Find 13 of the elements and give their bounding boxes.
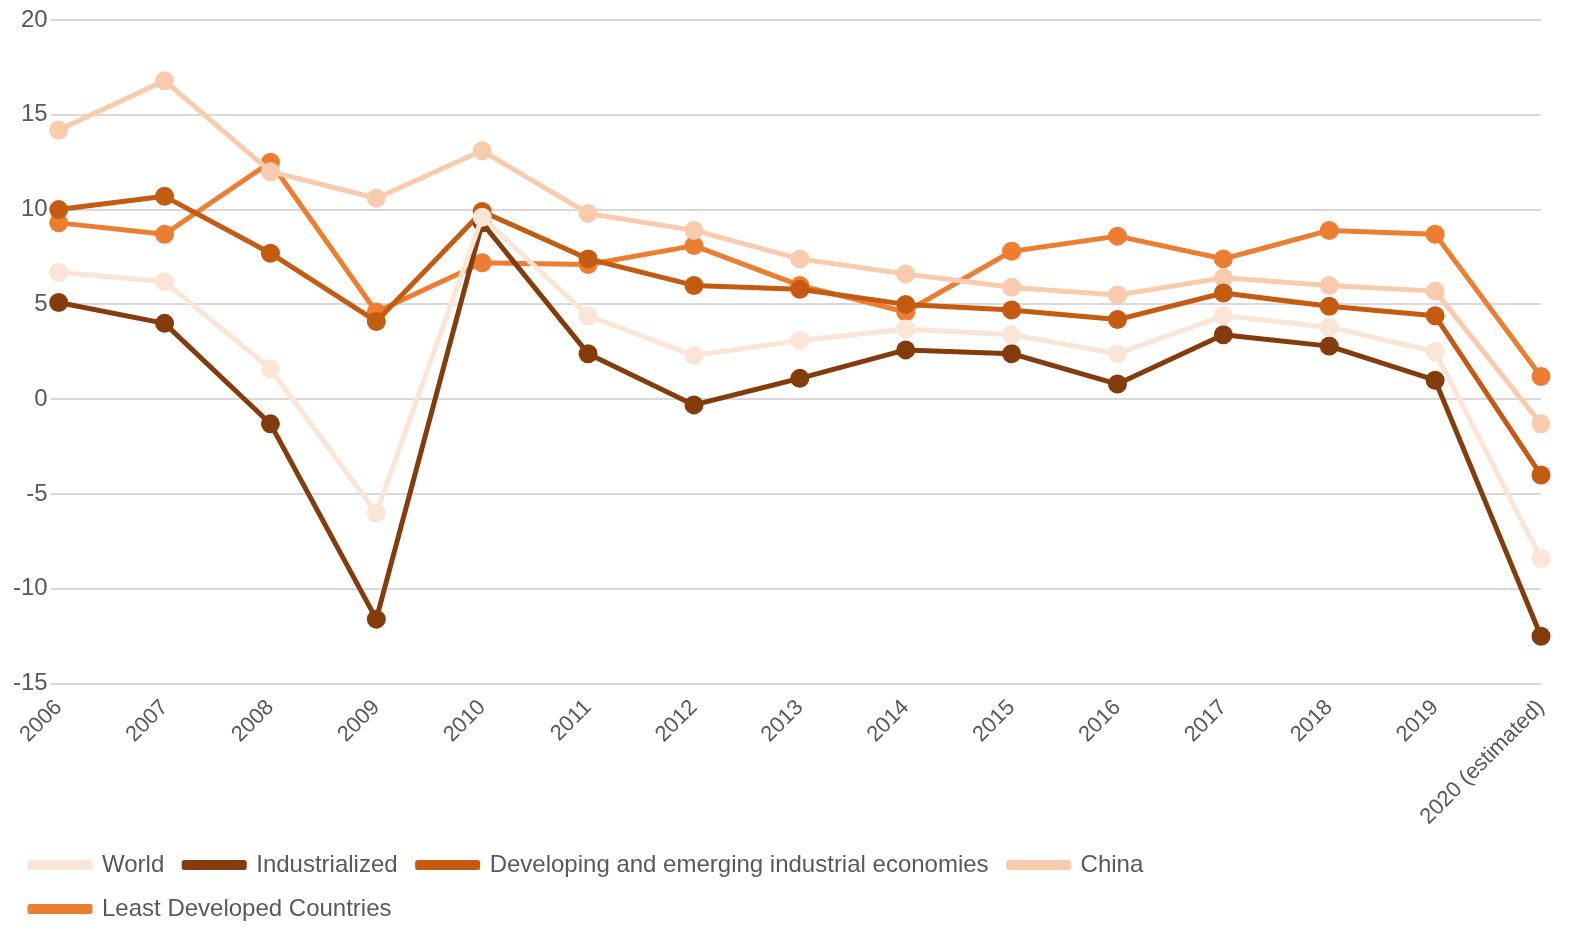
- legend-label: World: [102, 849, 165, 877]
- y-tick-label: -5: [26, 478, 48, 506]
- legend-label: China: [1080, 849, 1144, 877]
- y-tick-label: -10: [13, 573, 48, 601]
- y-tick-label: 0: [34, 383, 48, 411]
- y-tick-label: 15: [20, 99, 48, 127]
- y-tick-label: 10: [20, 194, 48, 222]
- legend-label: Least Developed Countries: [102, 893, 392, 921]
- legend-label: Developing and emerging industrial economies: [489, 849, 989, 877]
- y-tick-label: 20: [20, 4, 48, 32]
- legend-label: Industrialized: [256, 849, 398, 877]
- y-tick-label: 5: [34, 289, 48, 317]
- y-tick-label: -15: [13, 668, 48, 696]
